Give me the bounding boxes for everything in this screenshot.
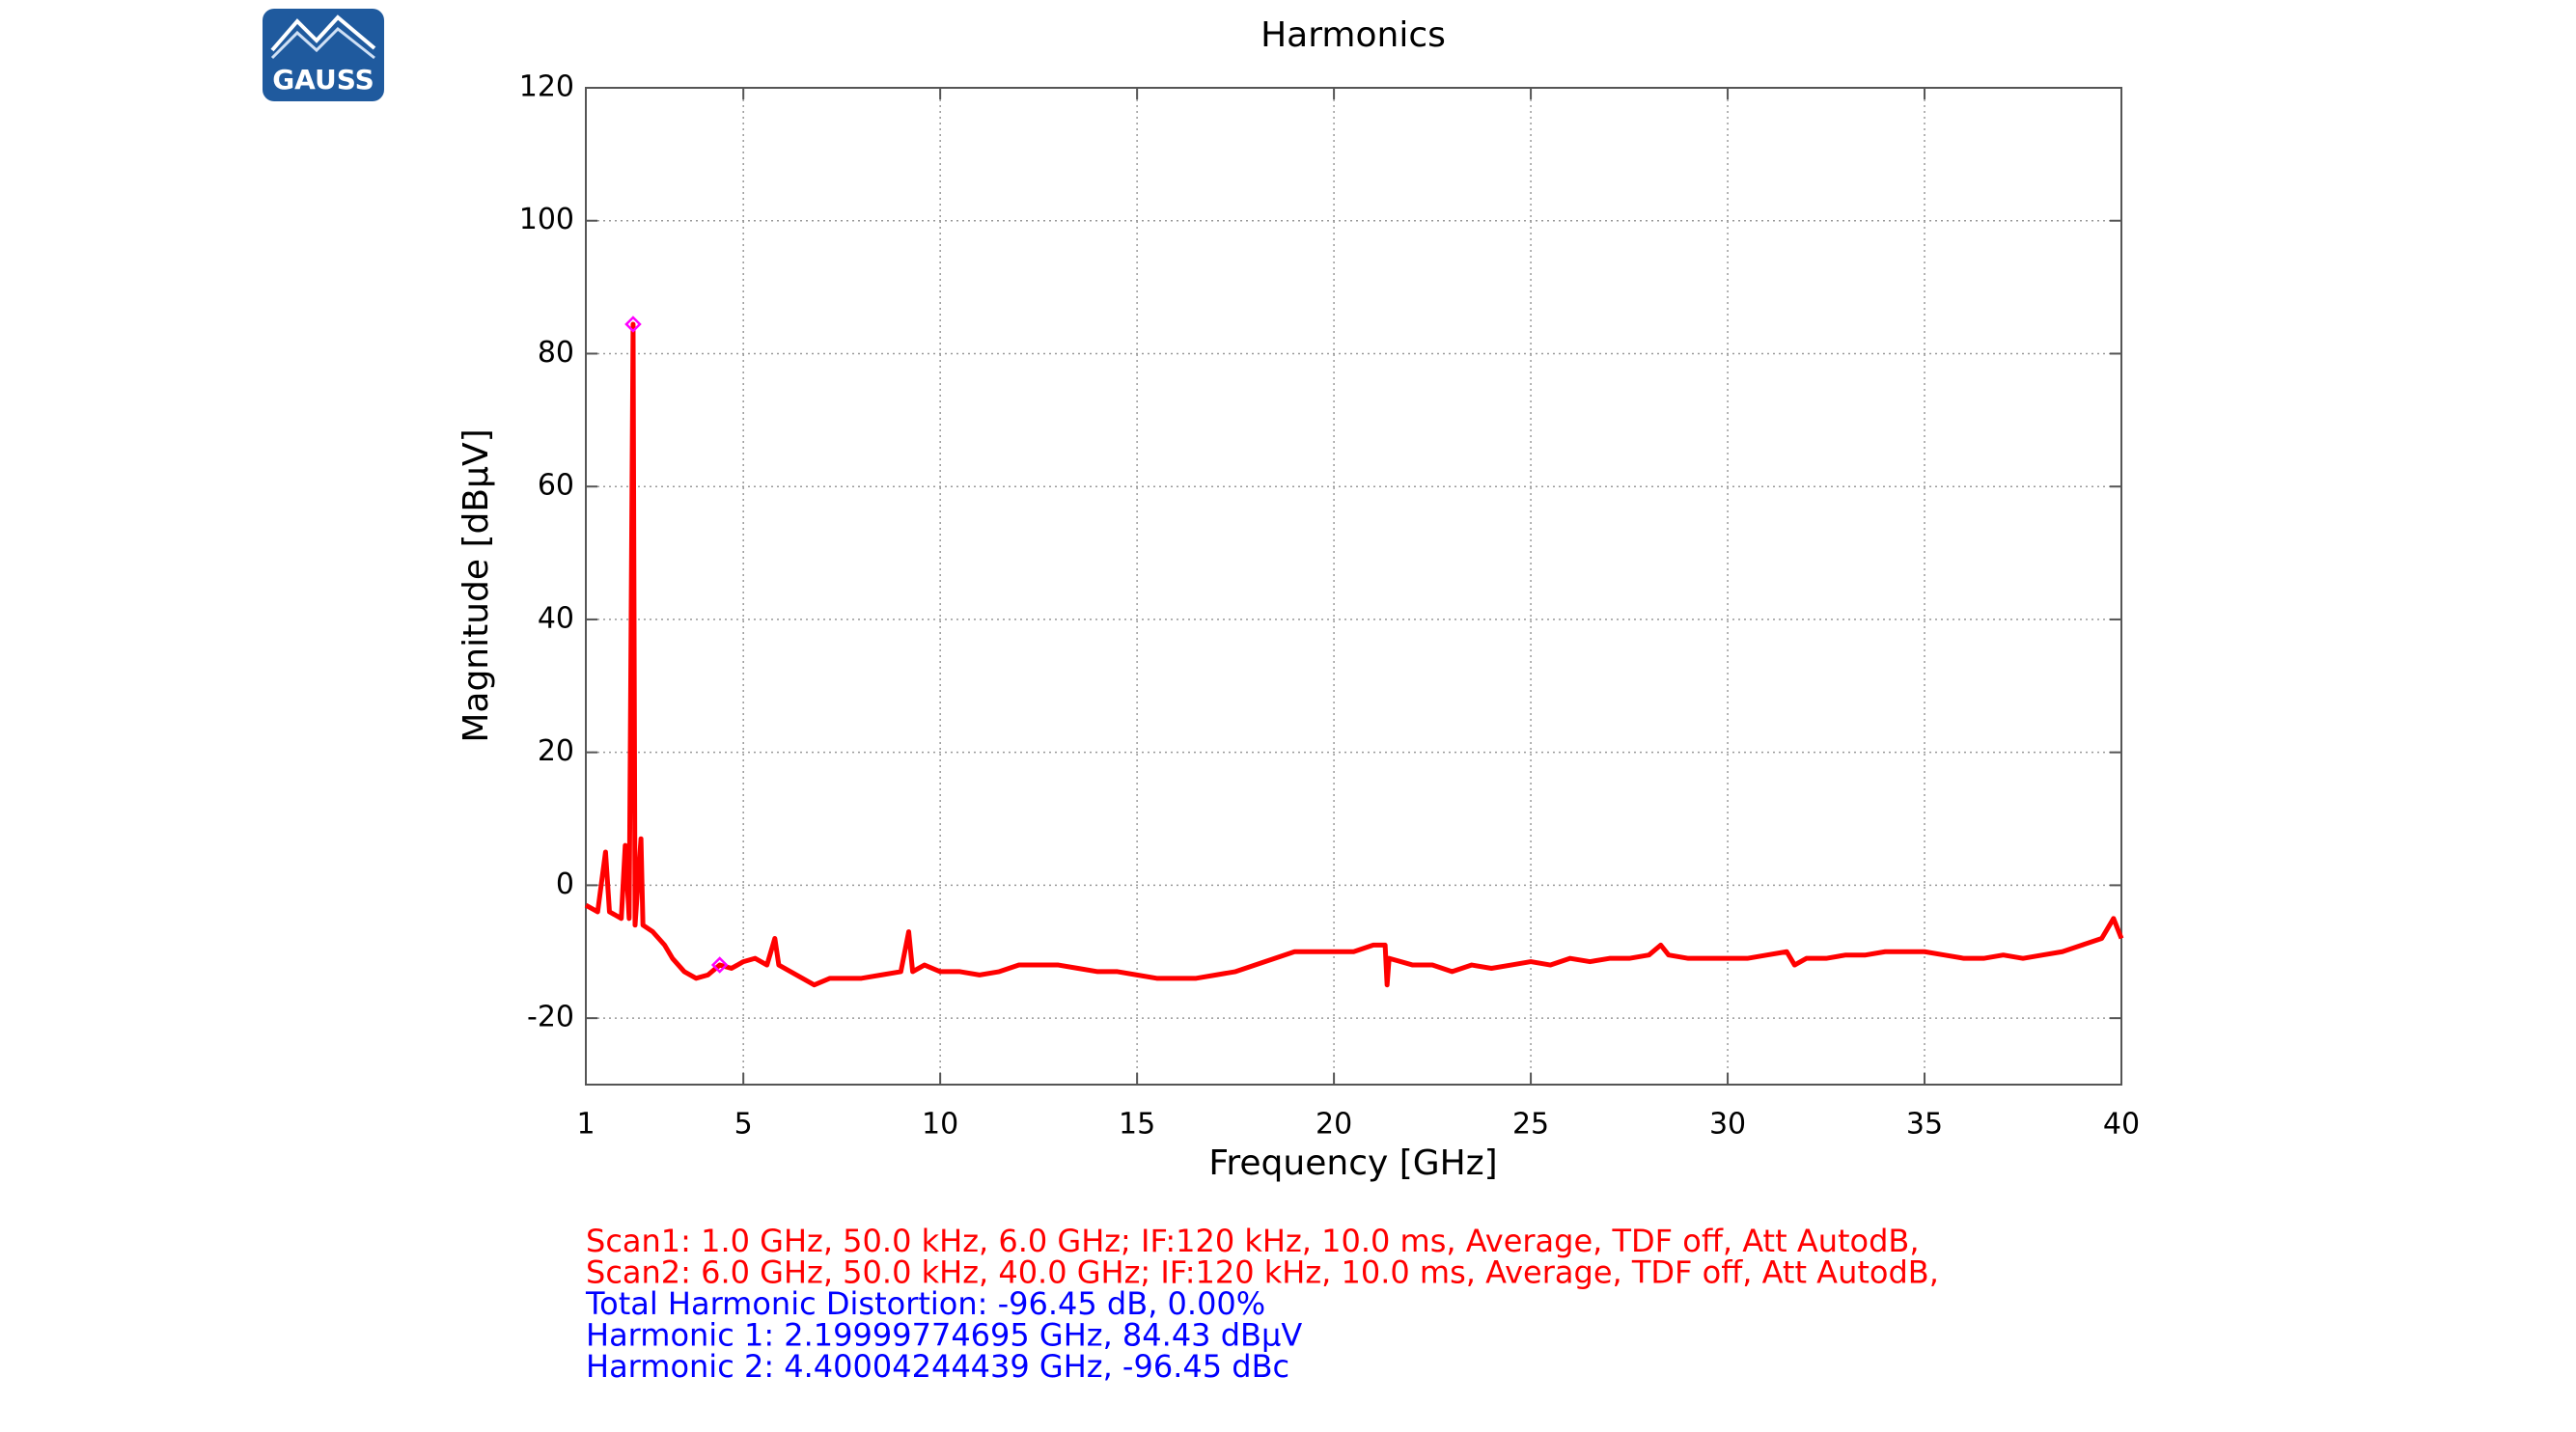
y-tick-label: 60 <box>538 469 574 503</box>
x-tick-label: 20 <box>1316 1108 1352 1142</box>
x-tick-label: 40 <box>2103 1108 2140 1142</box>
scan-note: Total Harmonic Distortion: -96.45 dB, 0.… <box>585 1285 1265 1322</box>
plot-frame <box>585 87 2122 1086</box>
y-axis-label: Magnitude [dBµV] <box>457 428 496 742</box>
x-tick-label: 30 <box>1709 1108 1746 1142</box>
scan-note: Harmonic 2: 4.40004244439 GHz, -96.45 dB… <box>586 1348 1289 1385</box>
scan-note: Harmonic 1: 2.19999774695 GHz, 84.43 dBµ… <box>586 1317 1302 1354</box>
x-tick-label: 25 <box>1512 1108 1549 1142</box>
y-tick-label: 100 <box>519 203 574 236</box>
harmonic-marker <box>624 316 642 333</box>
logo-mountains-2 <box>270 26 375 60</box>
x-axis-label: Frequency [GHz] <box>1208 1143 1497 1183</box>
y-tick-label: 0 <box>556 867 574 901</box>
scan-note: Scan1: 1.0 GHz, 50.0 kHz, 6.0 GHz; IF:12… <box>586 1223 1920 1259</box>
x-tick-label: 1 <box>576 1108 595 1142</box>
y-tick-label: -20 <box>527 1001 574 1034</box>
x-tick-label: 10 <box>922 1108 958 1142</box>
scan-note: Scan2: 6.0 GHz, 50.0 kHz, 40.0 GHz; IF:1… <box>586 1254 1939 1291</box>
data-line <box>584 321 2124 988</box>
x-tick-label: 5 <box>734 1108 753 1142</box>
x-tick-label: 35 <box>1906 1108 1943 1142</box>
x-tick-label: 15 <box>1119 1108 1155 1142</box>
y-tick-label: 80 <box>538 336 574 370</box>
logo-mountains <box>270 14 376 52</box>
y-tick-label: 40 <box>538 601 574 635</box>
logo-text: GAUSS <box>272 64 374 96</box>
y-tick-label: 20 <box>538 734 574 768</box>
y-tick-label: 120 <box>519 70 574 104</box>
logo: GAUSS <box>263 9 384 101</box>
harmonic-marker <box>710 956 729 974</box>
chart-title: Harmonics <box>1260 15 1446 55</box>
